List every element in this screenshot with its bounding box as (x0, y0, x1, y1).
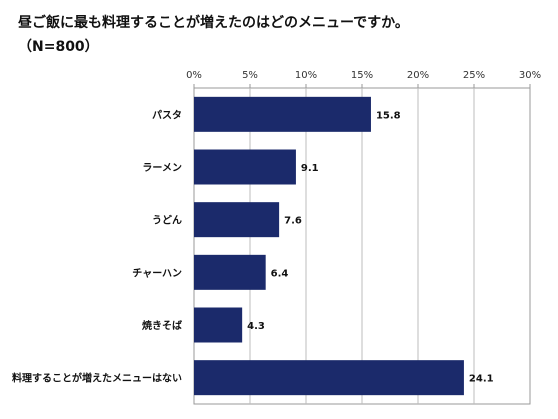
data-label: 7.6 (284, 216, 302, 227)
tick-label: 30% (519, 70, 541, 81)
tick-label: 15% (351, 70, 373, 81)
category-label: パスタ (152, 109, 182, 121)
bar (194, 307, 243, 343)
chart-subtitle: （N=800） (18, 39, 99, 55)
tick-label: 0% (186, 70, 202, 81)
bar (194, 202, 280, 238)
data-label: 6.4 (271, 268, 289, 279)
data-label: 9.1 (301, 163, 319, 174)
tick-label: 25% (463, 70, 485, 81)
tick-label: 10% (295, 70, 317, 81)
bar (194, 149, 296, 185)
data-label: 15.8 (376, 110, 401, 121)
bar (194, 360, 464, 396)
tick-label: 5% (242, 70, 258, 81)
category-label: ラーメン (142, 162, 182, 174)
data-label: 24.1 (469, 374, 494, 385)
data-label: 4.3 (247, 321, 265, 332)
chart-title: 昼ご飯に最も料理することが増えたのはどのメニューですか。 (18, 15, 409, 31)
category-label: チャーハン (132, 267, 182, 279)
category-label: 料理することが増えたメニューはない (12, 372, 182, 385)
bar (194, 96, 371, 132)
tick-label: 20% (407, 70, 429, 81)
category-label: 焼きそば (142, 319, 182, 332)
bar (194, 254, 266, 290)
category-label: うどん (152, 214, 182, 227)
